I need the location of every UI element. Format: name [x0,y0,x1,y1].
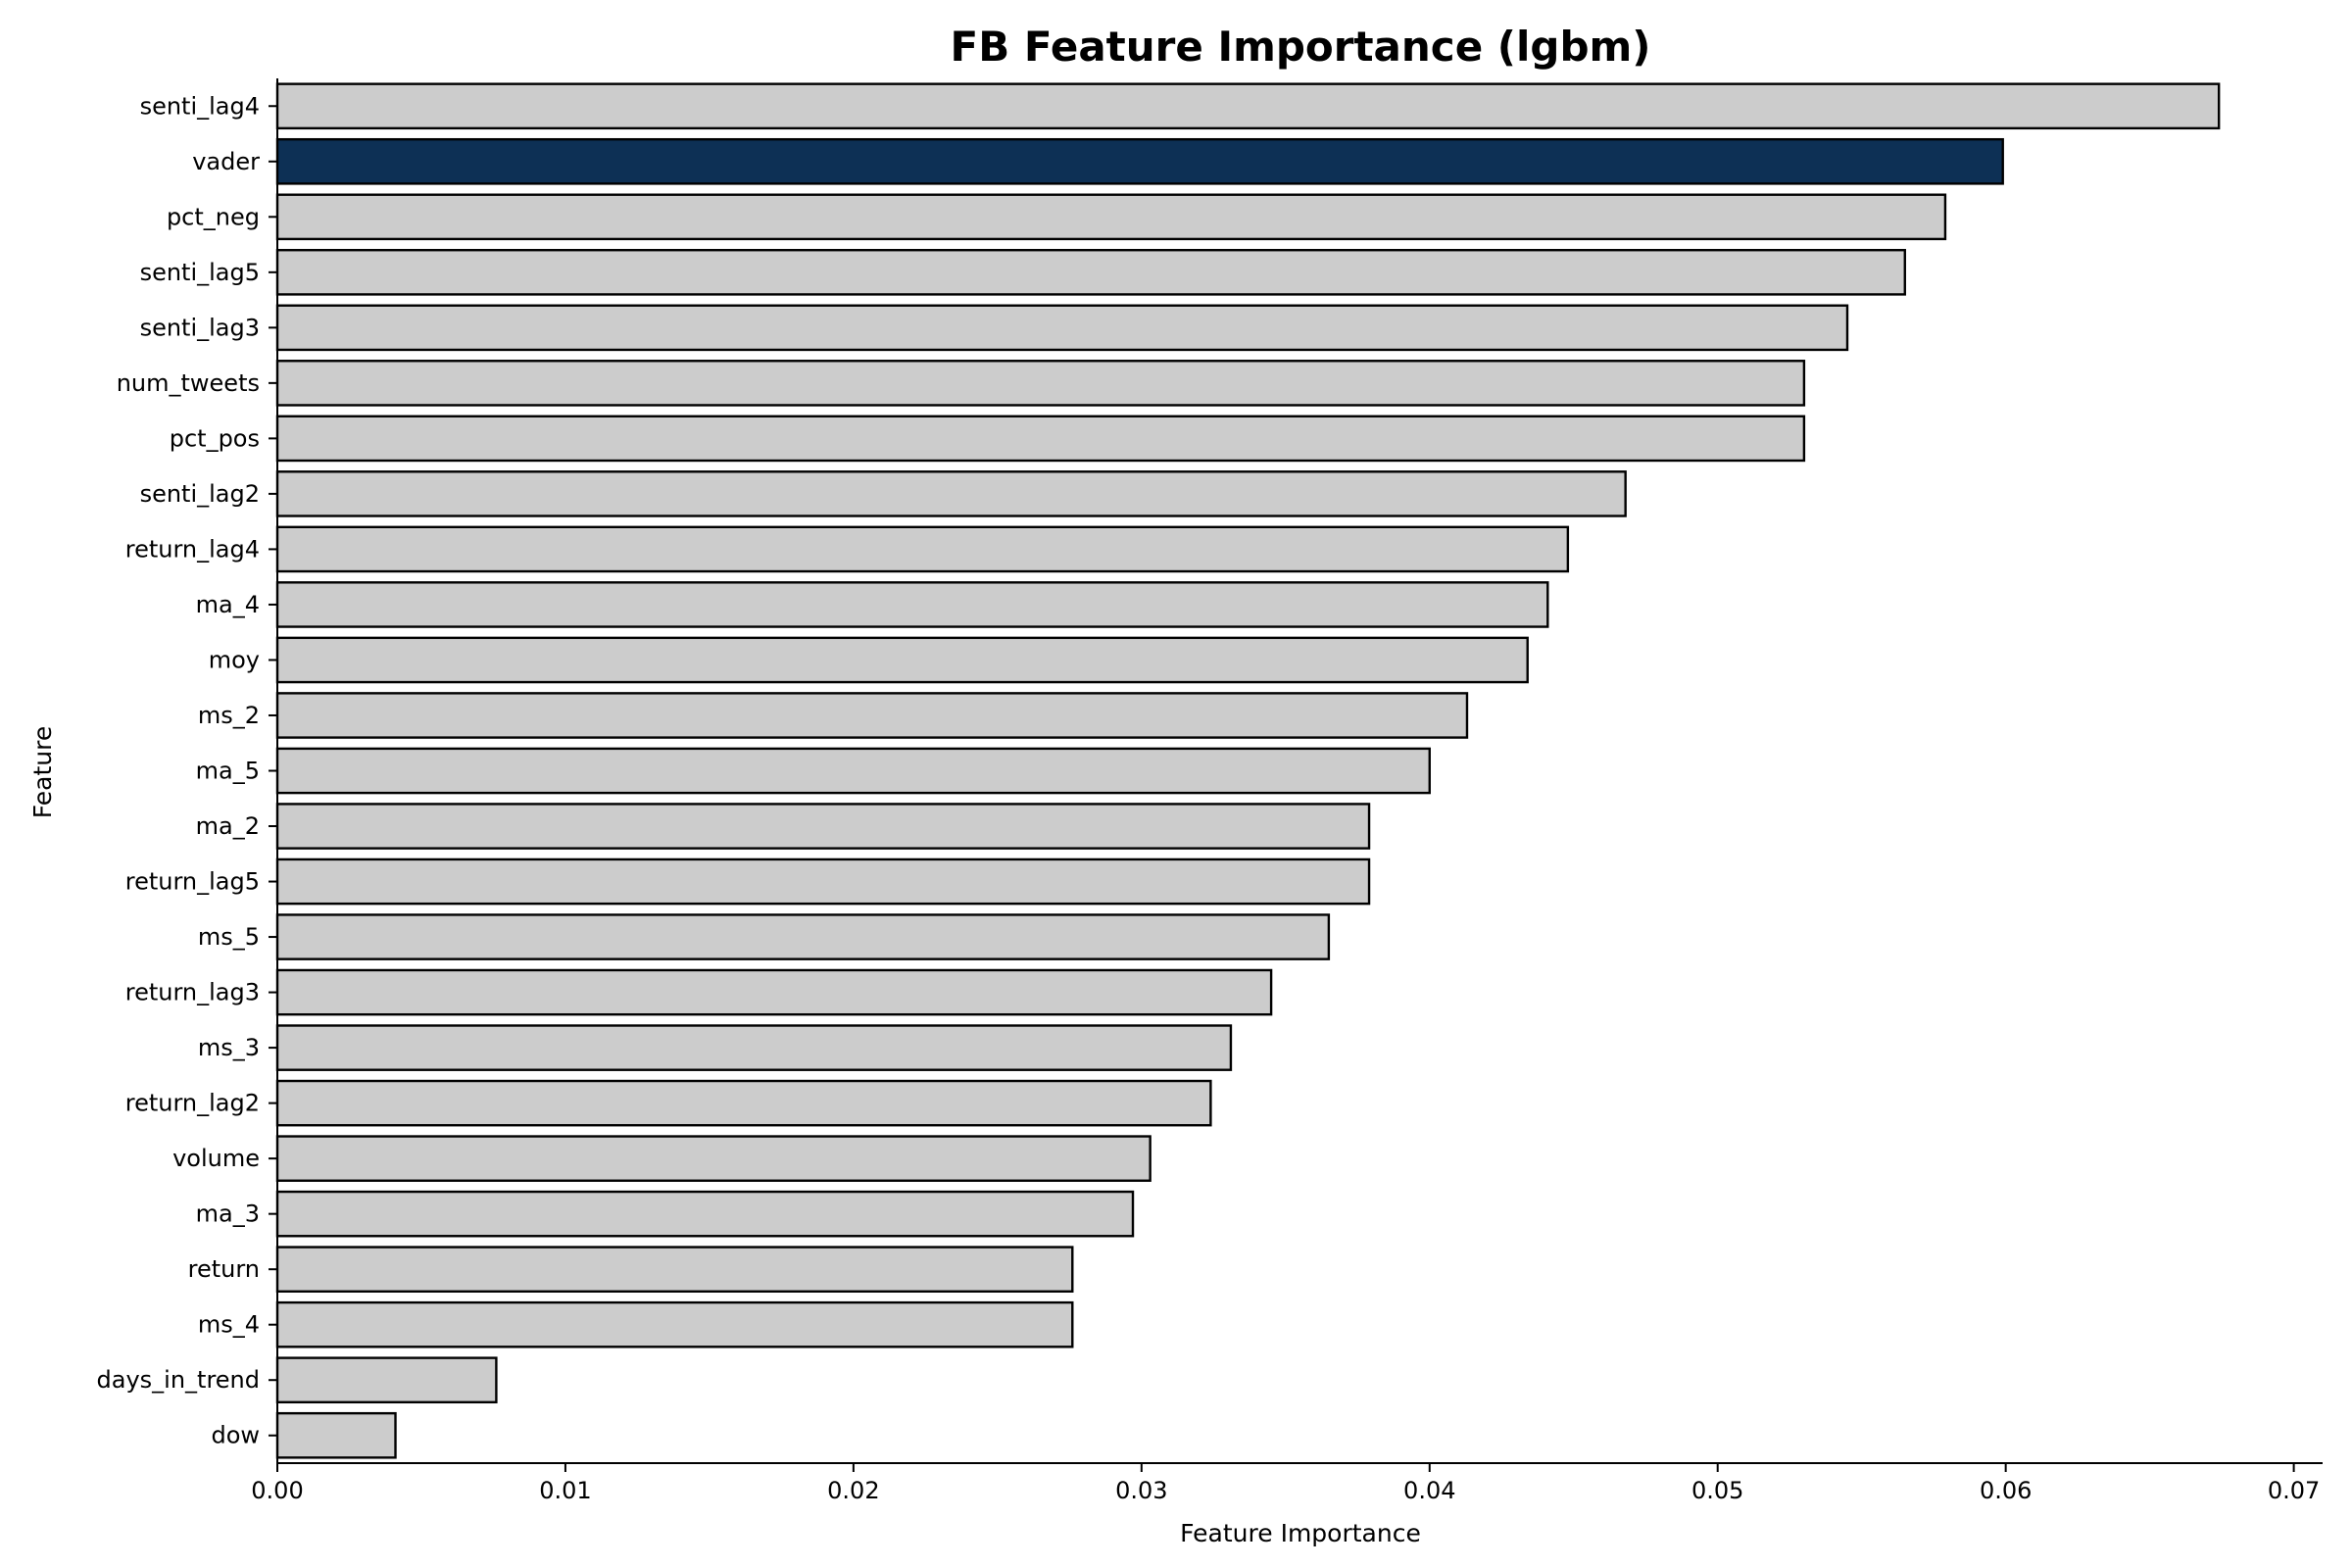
y-tick-label-ma-4: ma_4 [196,591,260,618]
bar-return-lag4 [275,525,1570,573]
y-tick-label-num-tweets: num_tweets [117,369,260,397]
y-tick-label-vader: vader [192,148,260,175]
bar-senti-lag5 [275,249,1906,296]
y-tick-label-return-lag4: return_lag4 [125,535,260,563]
bar-pct-pos [275,415,1806,463]
y-tick-label-senti-lag4: senti_lag4 [140,92,260,120]
x-tick-label-5: 0.05 [1691,1477,1743,1504]
x-tick-label-4: 0.04 [1403,1477,1455,1504]
y-tick-label-ms-5: ms_5 [198,923,260,951]
bar-ms-3 [275,1024,1233,1071]
axes-layer [269,78,2323,1472]
chart-title: FB Feature Importance (lgbm) [951,23,1651,71]
y-tick-label-ms-3: ms_3 [198,1034,260,1061]
bar-moy [275,636,1529,684]
bar-return-lag2 [275,1079,1212,1127]
x-tick-label-1: 0.01 [539,1477,591,1504]
bar-ms-4 [275,1300,1074,1348]
bar-volume [275,1135,1152,1182]
y-tick-label-senti-lag2: senti_lag2 [140,480,260,508]
y-axis-label: Feature [28,726,57,818]
bar-return [275,1246,1074,1293]
x-tick-label-6: 0.06 [1980,1477,2032,1504]
y-tick-label-moy: moy [209,646,260,673]
bar-ma-5 [275,747,1431,795]
bar-dow [275,1411,397,1459]
y-tick-label-return-lag2: return_lag2 [125,1090,260,1117]
bar-return-lag5 [275,858,1371,906]
bar-vader [275,137,2004,185]
bar-num-tweets [275,360,1806,407]
x-tick-labels: 0.00 0.01 0.02 0.03 0.04 0.05 0.06 0.07 [251,1477,2320,1504]
bar-senti-lag4 [275,82,2221,130]
bar-senti-lag3 [275,304,1849,352]
bar-ma-4 [275,581,1549,628]
bar-senti-lag2 [275,470,1627,517]
x-tick-label-3: 0.03 [1115,1477,1167,1504]
bars-layer [275,82,2221,1459]
y-tick-label-return: return [188,1255,260,1283]
y-tick-label-return-lag3: return_lag3 [125,979,260,1006]
y-tick-label-pct-neg: pct_neg [167,203,260,230]
y-tick-label-senti-lag3: senti_lag3 [140,314,260,341]
x-tick-label-7: 0.07 [2268,1477,2320,1504]
y-tick-label-pct-pos: pct_pos [170,424,260,452]
y-tick-label-senti-lag5: senti_lag5 [140,259,260,286]
y-tick-label-ms-2: ms_2 [198,702,260,729]
y-tick-label-return-lag5: return_lag5 [125,868,260,896]
y-tick-label-ma-5: ma_5 [196,758,260,785]
x-tick-label-0: 0.00 [251,1477,303,1504]
y-tick-label-dow: dow [211,1422,260,1449]
x-axis-label: Feature Importance [1180,1519,1421,1547]
bar-return-lag3 [275,968,1273,1016]
y-tick-label-ma-3: ma_3 [196,1200,260,1228]
bar-pct-neg [275,193,1947,241]
x-tick-label-2: 0.02 [827,1477,879,1504]
y-tick-label-ma-2: ma_2 [196,812,260,840]
bar-ms-2 [275,692,1469,739]
y-tick-label-days-in-trend: days_in_trend [97,1366,261,1394]
bar-days-in-trend [275,1356,498,1404]
bar-ma-3 [275,1190,1135,1238]
y-tick-label-volume: volume [172,1145,260,1172]
y-tick-label-ms-4: ms_4 [198,1311,260,1339]
bar-ma-2 [275,803,1371,850]
bar-ms-5 [275,913,1331,960]
